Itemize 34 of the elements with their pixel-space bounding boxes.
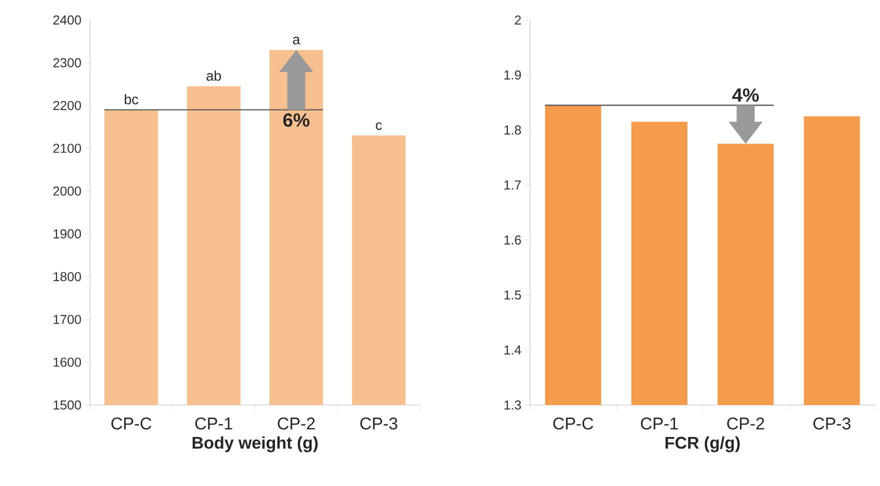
annotation: 4% [732,88,759,102]
x-axis-title: FCR (g/g) [666,436,740,452]
annotation: bc [124,94,138,104]
y-tick-label: 1500 [54,400,81,410]
y-tick-label: 2100 [53,144,81,153]
annotation: a [292,36,300,44]
x-tick-label: CP-3 [360,418,398,430]
annotation: ab [206,70,221,81]
y-tick-label: 1.5 [504,290,521,300]
y-tick-label: 1600 [54,358,81,367]
y-tick-label: 1.9 [504,70,521,80]
x-tick-label: CP-C [111,418,152,430]
x-tick-label: CP-1 [195,418,232,430]
y-tick-label: 1.8 [504,125,521,135]
y-tick-label: 2300 [53,58,81,68]
x-tick-label: CP-C [553,418,594,430]
y-tick-label: 1900 [54,229,81,238]
x-tick-label: CP-2 [727,418,764,430]
x-tick-label: CP-2 [278,418,315,430]
x-tick-label: CP-1 [640,418,678,430]
y-tick-label: 2200 [53,100,81,110]
annotation: c [376,122,382,130]
y-tick-label: 1700 [54,314,81,324]
y-tick-label: 1.4 [504,346,522,354]
y-tick-label: 1800 [54,272,81,282]
annotation: 6% [283,113,310,127]
y-tick-label: 2000 [53,186,81,196]
y-tick-label: 2400 [53,15,81,25]
y-tick-label: 1.6 [504,235,521,245]
x-axis-title: Body weight (g) [192,436,318,452]
x-tick-label: CP-3 [813,418,850,430]
y-tick-label: 1.3 [504,400,521,410]
y-tick-label: 1.7 [504,180,521,190]
y-tick-label: 2 [514,15,521,25]
